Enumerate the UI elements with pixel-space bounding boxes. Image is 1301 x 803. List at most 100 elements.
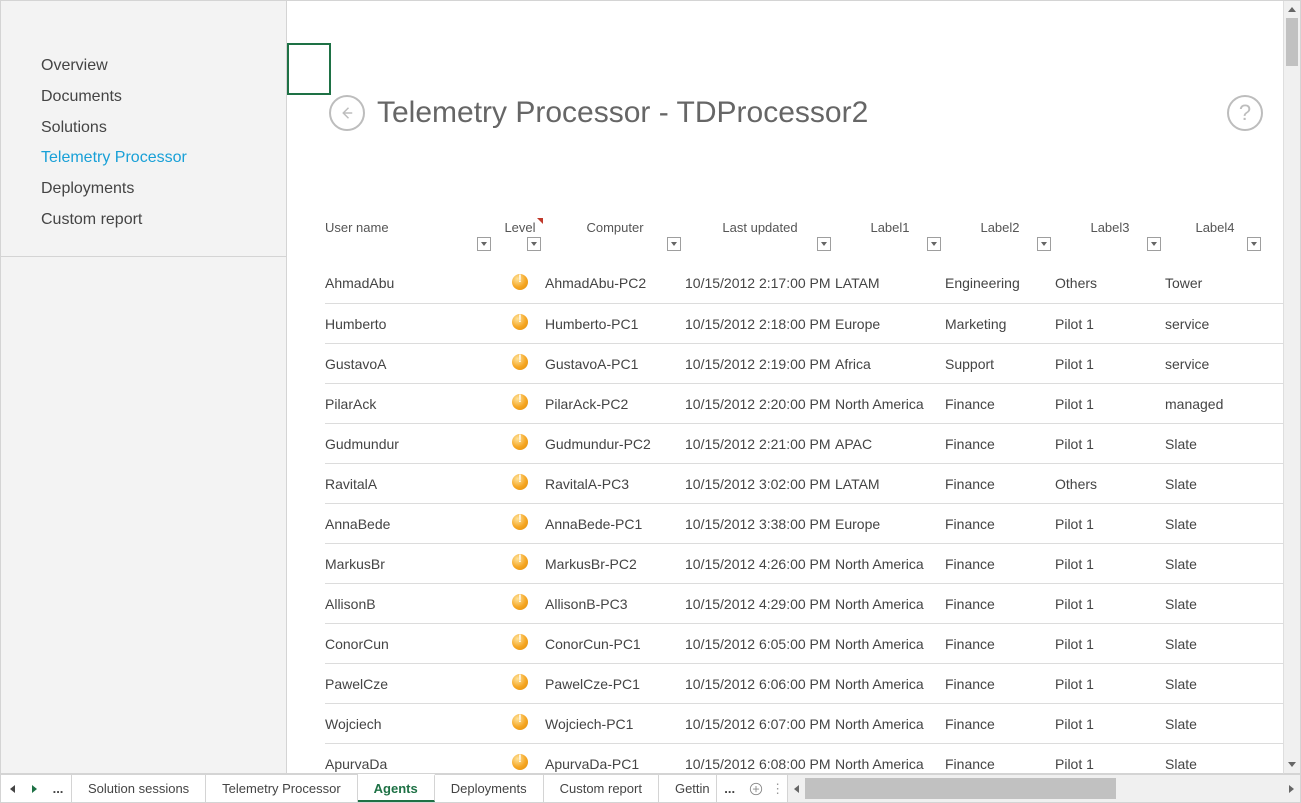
cell-computer: GustavoA-PC1 xyxy=(545,356,685,372)
filter-updated[interactable] xyxy=(817,237,831,251)
warning-level-icon xyxy=(512,554,528,570)
cell-label1: North America xyxy=(835,716,945,732)
nav-deployments[interactable]: Deployments xyxy=(41,174,286,205)
table-row[interactable]: MarkusBrMarkusBr-PC210/15/2012 4:26:00 P… xyxy=(325,543,1283,583)
cell-label2: Support xyxy=(945,356,1055,372)
tabs-scroll-left[interactable] xyxy=(1,775,23,802)
th-updated: Last updated xyxy=(685,220,835,251)
cell-level xyxy=(495,674,545,693)
cell-label1: North America xyxy=(835,596,945,612)
cell-level xyxy=(495,634,545,653)
warning-level-icon xyxy=(512,754,528,770)
back-button[interactable] xyxy=(329,95,365,131)
cell-label4: Slate xyxy=(1165,636,1265,652)
cell-label2: Finance xyxy=(945,756,1055,772)
filter-user[interactable] xyxy=(477,237,491,251)
filter-label4[interactable] xyxy=(1247,237,1261,251)
th-user-label: User name xyxy=(325,220,495,249)
tabstrip-drag-handle[interactable]: ⋮ xyxy=(769,775,787,802)
tab-agents[interactable]: Agents xyxy=(358,774,435,802)
table-body: AhmadAbuAhmadAbu-PC210/15/2012 2:17:00 P… xyxy=(325,263,1283,774)
cell-label4: Slate xyxy=(1165,436,1265,452)
nav-telemetry-processor[interactable]: Telemetry Processor xyxy=(41,143,286,174)
tabs-scroll-right[interactable] xyxy=(23,775,45,802)
nav-custom-report[interactable]: Custom report xyxy=(41,205,286,236)
tab-getting-started-truncated[interactable]: Gettin xyxy=(659,775,717,802)
filter-level[interactable] xyxy=(527,237,541,251)
horizontal-scrollbar[interactable] xyxy=(787,775,1300,802)
cell-label2: Finance xyxy=(945,636,1055,652)
tabs-overflow-right[interactable]: ... xyxy=(717,775,743,802)
cell-computer: AnnaBede-PC1 xyxy=(545,516,685,532)
table-row[interactable]: PilarAckPilarAck-PC210/15/2012 2:20:00 P… xyxy=(325,383,1283,423)
active-cell-outline[interactable] xyxy=(287,43,331,95)
table-row[interactable]: GustavoAGustavoA-PC110/15/2012 2:19:00 P… xyxy=(325,343,1283,383)
cell-label4: Tower xyxy=(1165,275,1265,291)
cell-updated: 10/15/2012 4:29:00 PM xyxy=(685,596,835,612)
filter-label1[interactable] xyxy=(927,237,941,251)
warning-level-icon xyxy=(512,354,528,370)
cell-user: Gudmundur xyxy=(325,436,495,452)
page-title: Telemetry Processor - TDProcessor2 xyxy=(377,96,1227,130)
tab-telemetry-processor[interactable]: Telemetry Processor xyxy=(206,775,357,802)
nav-documents[interactable]: Documents xyxy=(41,82,286,113)
tab-solution-sessions[interactable]: Solution sessions xyxy=(72,775,206,802)
table-row[interactable]: AnnaBedeAnnaBede-PC110/15/2012 3:38:00 P… xyxy=(325,503,1283,543)
table-row[interactable]: PawelCzePawelCze-PC110/15/2012 6:06:00 P… xyxy=(325,663,1283,703)
cell-user: AllisonB xyxy=(325,596,495,612)
cell-computer: Gudmundur-PC2 xyxy=(545,436,685,452)
add-sheet-button[interactable] xyxy=(743,775,769,802)
scroll-up-button[interactable] xyxy=(1284,1,1300,18)
tab-custom-report[interactable]: Custom report xyxy=(544,775,659,802)
vertical-scrollbar[interactable] xyxy=(1283,1,1300,774)
nav-solutions[interactable]: Solutions xyxy=(41,113,286,144)
page-header: Telemetry Processor - TDProcessor2 ? xyxy=(329,95,1263,131)
cell-label1: APAC xyxy=(835,436,945,452)
warning-level-icon xyxy=(512,714,528,730)
filter-label2[interactable] xyxy=(1037,237,1051,251)
cell-label1: Europe xyxy=(835,316,945,332)
sidebar-separator xyxy=(1,256,286,257)
cell-computer: Humberto-PC1 xyxy=(545,316,685,332)
table-row[interactable]: GudmundurGudmundur-PC210/15/2012 2:21:00… xyxy=(325,423,1283,463)
warning-level-icon xyxy=(512,314,528,330)
cell-updated: 10/15/2012 2:17:00 PM xyxy=(685,275,835,291)
table-row[interactable]: AllisonBAllisonB-PC310/15/2012 4:29:00 P… xyxy=(325,583,1283,623)
filter-label3[interactable] xyxy=(1147,237,1161,251)
table-row[interactable]: RavitalARavitalA-PC310/15/2012 3:02:00 P… xyxy=(325,463,1283,503)
cell-computer: Wojciech-PC1 xyxy=(545,716,685,732)
scroll-down-button[interactable] xyxy=(1284,756,1300,773)
vscroll-track[interactable] xyxy=(1284,18,1300,756)
table-row[interactable]: HumbertoHumberto-PC110/15/2012 2:18:00 P… xyxy=(325,303,1283,343)
filter-computer[interactable] xyxy=(667,237,681,251)
hscroll-right-button[interactable] xyxy=(1283,775,1300,802)
cell-level xyxy=(495,434,545,453)
help-button[interactable]: ? xyxy=(1227,95,1263,131)
cell-level xyxy=(495,714,545,733)
table-row[interactable]: ConorCunConorCun-PC110/15/2012 6:05:00 P… xyxy=(325,623,1283,663)
hscroll-track[interactable] xyxy=(805,775,1283,802)
tabs-overflow-left[interactable]: ... xyxy=(45,775,71,802)
tab-deployments[interactable]: Deployments xyxy=(435,775,544,802)
th-updated-label: Last updated xyxy=(685,220,835,249)
cell-label2: Finance xyxy=(945,436,1055,452)
table-row[interactable]: WojciechWojciech-PC110/15/2012 6:07:00 P… xyxy=(325,703,1283,743)
cell-level xyxy=(495,594,545,613)
cell-user: ApurvaDa xyxy=(325,756,495,772)
cell-label3: Pilot 1 xyxy=(1055,716,1165,732)
question-icon: ? xyxy=(1239,100,1251,126)
cell-updated: 10/15/2012 6:08:00 PM xyxy=(685,756,835,772)
vscroll-thumb[interactable] xyxy=(1286,18,1298,66)
table-row[interactable]: AhmadAbuAhmadAbu-PC210/15/2012 2:17:00 P… xyxy=(325,263,1283,303)
cell-level xyxy=(495,514,545,533)
table-row[interactable]: ApurvaDaApurvaDa-PC110/15/2012 6:08:00 P… xyxy=(325,743,1283,774)
cell-label3: Pilot 1 xyxy=(1055,316,1165,332)
cell-label3: Pilot 1 xyxy=(1055,636,1165,652)
cell-updated: 10/15/2012 6:05:00 PM xyxy=(685,636,835,652)
hscroll-thumb[interactable] xyxy=(805,778,1116,799)
th-level: Level xyxy=(495,220,545,251)
cell-computer: AhmadAbu-PC2 xyxy=(545,275,685,291)
hscroll-left-button[interactable] xyxy=(788,775,805,802)
nav-overview[interactable]: Overview xyxy=(41,51,286,82)
cell-label3: Pilot 1 xyxy=(1055,676,1165,692)
